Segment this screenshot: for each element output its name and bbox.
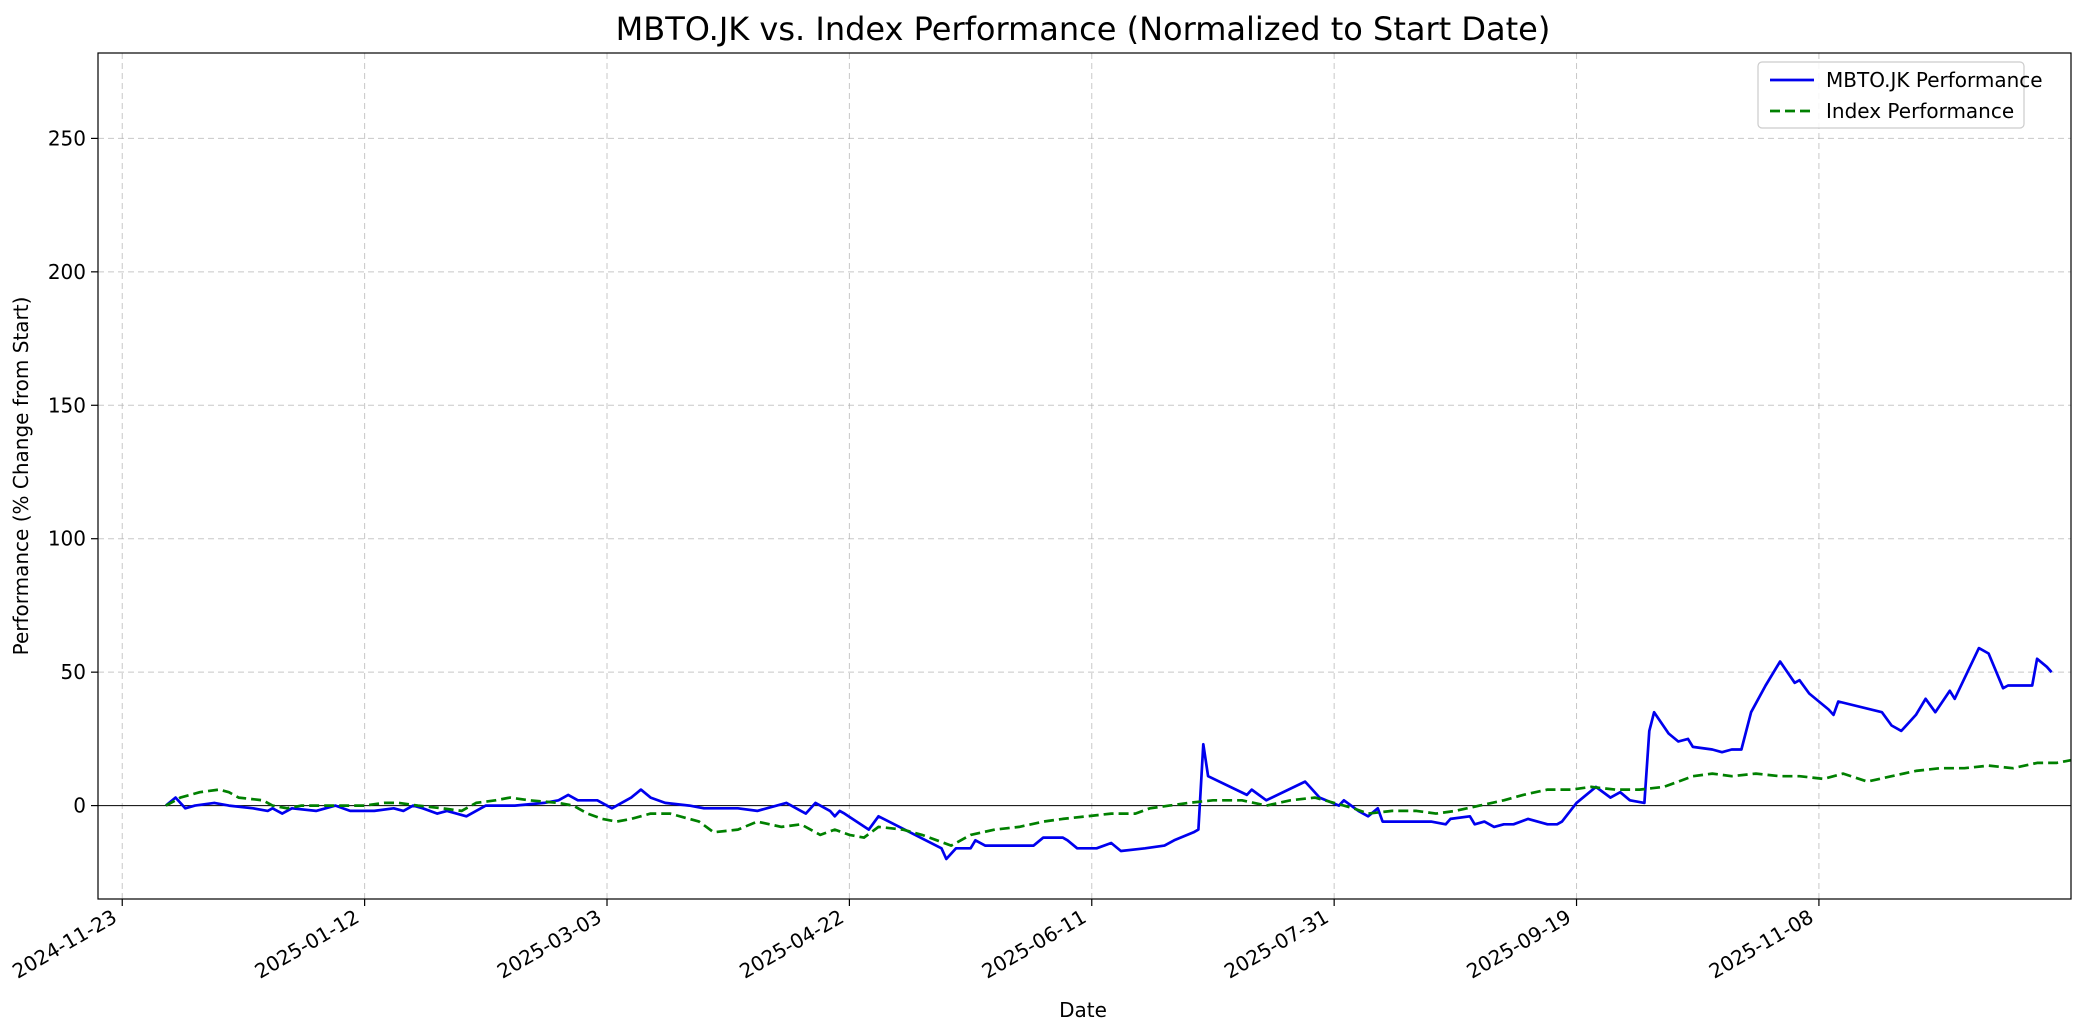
series-layer — [165, 646, 2072, 861]
y-axis-label: Performance (% Change from Start) — [9, 297, 33, 656]
y-tick-label: 200 — [48, 260, 86, 284]
legend-label-index: Index Performance — [1826, 99, 2014, 123]
y-tick-label: 100 — [48, 527, 86, 551]
y-axis-ticks: 0 50 100 150 200 250 — [48, 126, 98, 818]
x-axis-label: Date — [1059, 998, 1107, 1022]
y-tick-label: 50 — [61, 660, 86, 684]
legend: MBTO.JK Performance Index Performance — [1757, 61, 2043, 129]
grid-lines — [98, 53, 2071, 899]
y-tick-label: 150 — [48, 393, 86, 417]
legend-label-mbto: MBTO.JK Performance — [1826, 68, 2043, 92]
series-line-index — [165, 758, 2072, 847]
chart-title: MBTO.JK vs. Index Performance (Normalize… — [616, 10, 1551, 48]
plot-frame — [97, 52, 2072, 900]
legend-box — [1757, 61, 2025, 129]
series-line-mbto — [165, 646, 2053, 861]
y-tick-label: 0 — [73, 794, 86, 818]
y-tick-label: 250 — [48, 126, 86, 150]
